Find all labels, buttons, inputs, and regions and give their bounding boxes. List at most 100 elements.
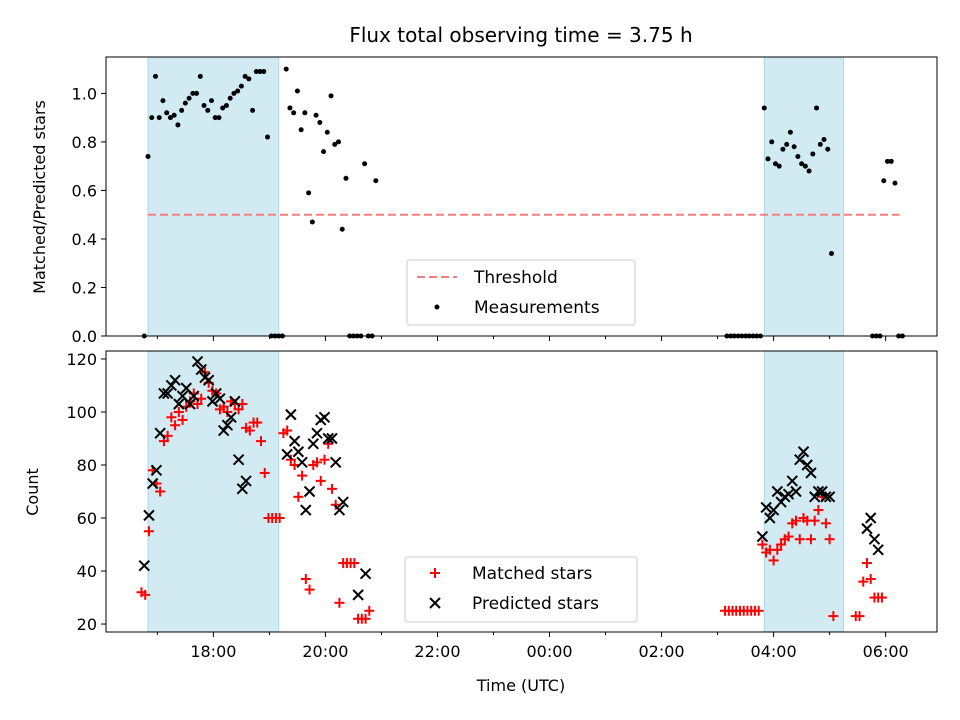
predicted-star-point (786, 475, 798, 487)
y-tick-label: 60 (77, 509, 97, 528)
predicted-star-point (359, 567, 372, 580)
predicted-star-point (191, 355, 204, 368)
measurement-point (309, 219, 315, 225)
x-tick-label: 04:00 (751, 642, 797, 661)
bottom-x-ticks: 18:00 20:00 22:00 00:00 02:00 04:00 06:00 (156, 632, 909, 661)
predicted-star-point (326, 432, 338, 445)
predicted-star-point (292, 446, 305, 458)
measurement-point (235, 88, 241, 94)
measurement-point (799, 161, 805, 167)
matched-star-point (312, 457, 323, 468)
matched-star-point (244, 425, 255, 436)
matched-star-point (274, 513, 285, 524)
predicted-stars-points (138, 355, 884, 601)
predicted-star-point (329, 456, 342, 469)
matched-star-point (364, 605, 375, 616)
matched-star-point (173, 406, 184, 417)
predicted-star-point (872, 544, 884, 556)
matched-star-point (805, 534, 816, 545)
measurement-point (298, 127, 304, 133)
measurement-point (343, 175, 349, 181)
top-axes-frame (105, 56, 938, 337)
predicted-star-point (221, 419, 234, 431)
measurement-point (257, 69, 263, 75)
y-tick-label: 0.6 (72, 181, 97, 200)
predicted-star-point (169, 374, 181, 386)
matched-star-point (319, 454, 330, 465)
measurement-point (145, 153, 151, 159)
measurement-point (287, 105, 293, 111)
predicted-star-point (300, 504, 312, 516)
y-tick-label: 1.0 (72, 84, 97, 103)
matched-star-point (783, 531, 794, 542)
measurement-point (772, 161, 778, 167)
y-tick-label: 120 (66, 350, 97, 369)
measurement-point (784, 141, 790, 147)
predicted-star-point (225, 411, 237, 423)
measurement-point (261, 69, 267, 75)
matched-star-point (791, 515, 802, 526)
matched-star-point (768, 555, 779, 566)
measurement-point (227, 95, 233, 101)
measurement-point (283, 66, 289, 72)
y-tick-label: 0.4 (72, 230, 97, 249)
measurement-point (885, 158, 891, 164)
predicted-star-point (285, 408, 297, 421)
measurement-point (212, 115, 218, 121)
matched-star-point (861, 558, 872, 569)
matched-star-point (360, 613, 371, 624)
x-tick-label: 02:00 (639, 642, 685, 661)
measurement-point (209, 98, 215, 104)
matched-star-point (170, 420, 181, 431)
measurement-points (141, 66, 905, 339)
matched-star-point (809, 515, 820, 526)
y-tick-label: 100 (66, 403, 97, 422)
matched-star-point (349, 558, 360, 569)
measurement-point (160, 98, 166, 104)
predicted-star-point (303, 485, 316, 498)
measurement-point (186, 95, 192, 101)
measurement-point (761, 105, 767, 111)
measurement-point (324, 129, 330, 135)
measurement-point (335, 139, 341, 145)
top-y-axis-label: Matched/Predicted stars (30, 100, 49, 294)
predicted-star-point (816, 485, 828, 498)
shaded-interval-0 (147, 56, 280, 337)
matched-star-point (757, 539, 768, 550)
matched-star-point (323, 438, 334, 449)
measurement-point (313, 112, 319, 118)
predicted-star-point (154, 427, 166, 439)
legend-measurements-label: Measurements (474, 298, 600, 318)
predicted-star-point (214, 393, 226, 405)
matched-star-point (222, 406, 233, 417)
measurement-point (190, 90, 196, 96)
matched-star-point (753, 605, 764, 616)
predicted-star-point (232, 453, 245, 466)
predicted-star-point (288, 435, 301, 447)
x-axis-label: Time (UTC) (476, 676, 565, 695)
y-tick-label: 20 (77, 615, 97, 634)
measurement-point (201, 103, 207, 109)
measurement-point (302, 110, 308, 116)
measurement-point (194, 90, 200, 96)
predicted-star-point (797, 446, 810, 458)
predicted-star-point (333, 504, 346, 516)
predicted-star-point (764, 512, 776, 524)
predicted-star-point (782, 488, 795, 500)
legend-measurements-swatch (434, 304, 440, 310)
x-tick-label: 20:00 (302, 642, 348, 661)
predicted-star-point (161, 387, 174, 400)
measurement-point (362, 161, 368, 167)
measurement-point (892, 180, 898, 186)
matched-star-point (858, 576, 869, 587)
predicted-star-point (184, 398, 196, 410)
measurement-point (776, 163, 782, 169)
matched-star-point (854, 611, 865, 622)
predicted-star-point (240, 475, 252, 487)
matched-star-point (155, 486, 166, 497)
y-tick-label: 80 (77, 456, 97, 475)
measurement-point (216, 115, 222, 121)
predicted-star-point (760, 501, 772, 514)
predicted-star-point (808, 491, 821, 503)
measurement-point (246, 76, 252, 82)
